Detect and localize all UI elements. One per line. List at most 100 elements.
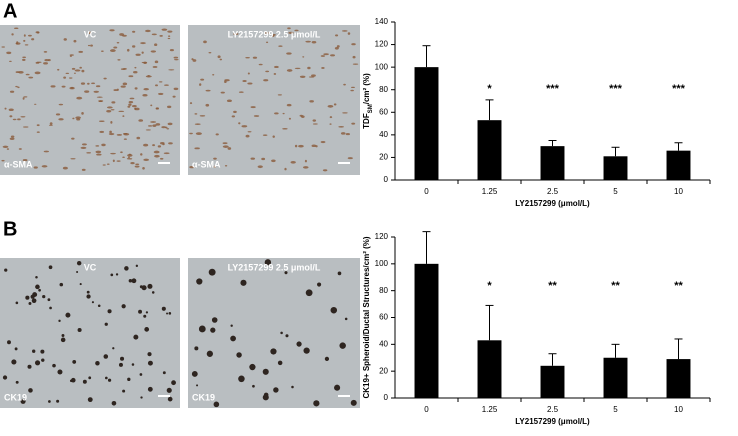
bar <box>540 146 565 180</box>
cell <box>173 87 179 91</box>
cell <box>312 119 317 122</box>
cell <box>329 116 333 119</box>
cell <box>109 29 115 32</box>
cell <box>320 55 326 57</box>
cell <box>41 165 48 168</box>
cell <box>15 301 19 305</box>
y-tick-label: 0 <box>384 393 389 402</box>
y-tick-label: 80 <box>379 85 388 94</box>
cell <box>87 397 93 403</box>
bar <box>603 156 628 180</box>
cell <box>196 384 199 387</box>
cell <box>40 349 45 354</box>
cell <box>167 396 173 402</box>
cell <box>35 284 40 290</box>
cell <box>11 33 14 36</box>
cell <box>28 301 32 305</box>
cell <box>245 134 250 138</box>
significance: * <box>487 280 492 292</box>
cell <box>16 41 19 44</box>
cell <box>161 126 166 129</box>
cell <box>342 112 348 114</box>
cell <box>1 159 5 162</box>
cell <box>313 400 320 407</box>
cell <box>63 76 67 79</box>
cell <box>101 143 106 147</box>
x-tick-label: 0 <box>424 187 429 196</box>
cell <box>55 113 61 116</box>
cell <box>87 44 91 47</box>
cell <box>231 115 236 118</box>
y-axis-label: TDFSM/cm² (%) <box>362 73 373 129</box>
cell <box>132 105 137 108</box>
cell <box>69 54 74 56</box>
cell <box>124 266 129 271</box>
cell <box>48 265 53 270</box>
x-tick-label: 0 <box>424 405 429 414</box>
y-axis-label-part: SM <box>368 104 374 113</box>
cell <box>65 72 70 75</box>
cell <box>116 160 121 162</box>
cell <box>48 400 51 403</box>
cell <box>11 359 17 365</box>
cell <box>2 375 8 380</box>
cell <box>160 142 165 145</box>
cell <box>70 158 76 160</box>
cell <box>98 100 104 102</box>
cell <box>286 69 293 72</box>
cell <box>330 306 338 314</box>
bar <box>414 67 439 180</box>
cell <box>227 147 232 150</box>
cell <box>352 63 359 65</box>
cell <box>123 132 128 135</box>
cell <box>138 309 143 314</box>
cell <box>287 27 291 30</box>
cell <box>157 145 162 148</box>
cell <box>327 104 334 108</box>
significance: *** <box>672 83 686 95</box>
cell <box>271 159 276 163</box>
cell <box>110 109 115 111</box>
cell <box>23 34 26 37</box>
cell <box>335 34 339 37</box>
cell <box>14 347 18 351</box>
cell <box>167 35 171 37</box>
cell <box>131 278 137 284</box>
cell <box>123 138 127 140</box>
cell <box>222 145 229 148</box>
cell <box>145 129 151 131</box>
cell <box>44 59 49 62</box>
cell <box>23 39 26 42</box>
y-tick-label: 120 <box>375 232 389 241</box>
cell <box>285 334 289 338</box>
cell <box>252 56 258 59</box>
cell <box>17 86 20 89</box>
cell <box>205 89 211 92</box>
cell <box>257 165 263 169</box>
cell <box>215 133 219 136</box>
y-tick-label: 80 <box>379 286 388 295</box>
cell <box>280 331 283 335</box>
cell <box>128 75 134 78</box>
cell <box>151 33 157 36</box>
cell <box>217 55 221 59</box>
cell <box>71 377 76 383</box>
cell <box>311 41 317 44</box>
cell <box>226 99 232 103</box>
cell <box>127 156 131 159</box>
cell <box>91 301 94 304</box>
cell <box>222 142 228 145</box>
cell <box>96 96 103 98</box>
cell <box>290 161 296 164</box>
cell <box>122 389 126 393</box>
cell <box>336 45 340 48</box>
cell <box>78 50 84 53</box>
cell <box>25 295 30 300</box>
significance: ** <box>548 280 557 292</box>
cell <box>77 327 82 333</box>
cell <box>4 268 8 272</box>
cell <box>32 349 36 353</box>
cell <box>4 107 7 110</box>
cell <box>43 50 48 53</box>
cell <box>347 32 351 35</box>
